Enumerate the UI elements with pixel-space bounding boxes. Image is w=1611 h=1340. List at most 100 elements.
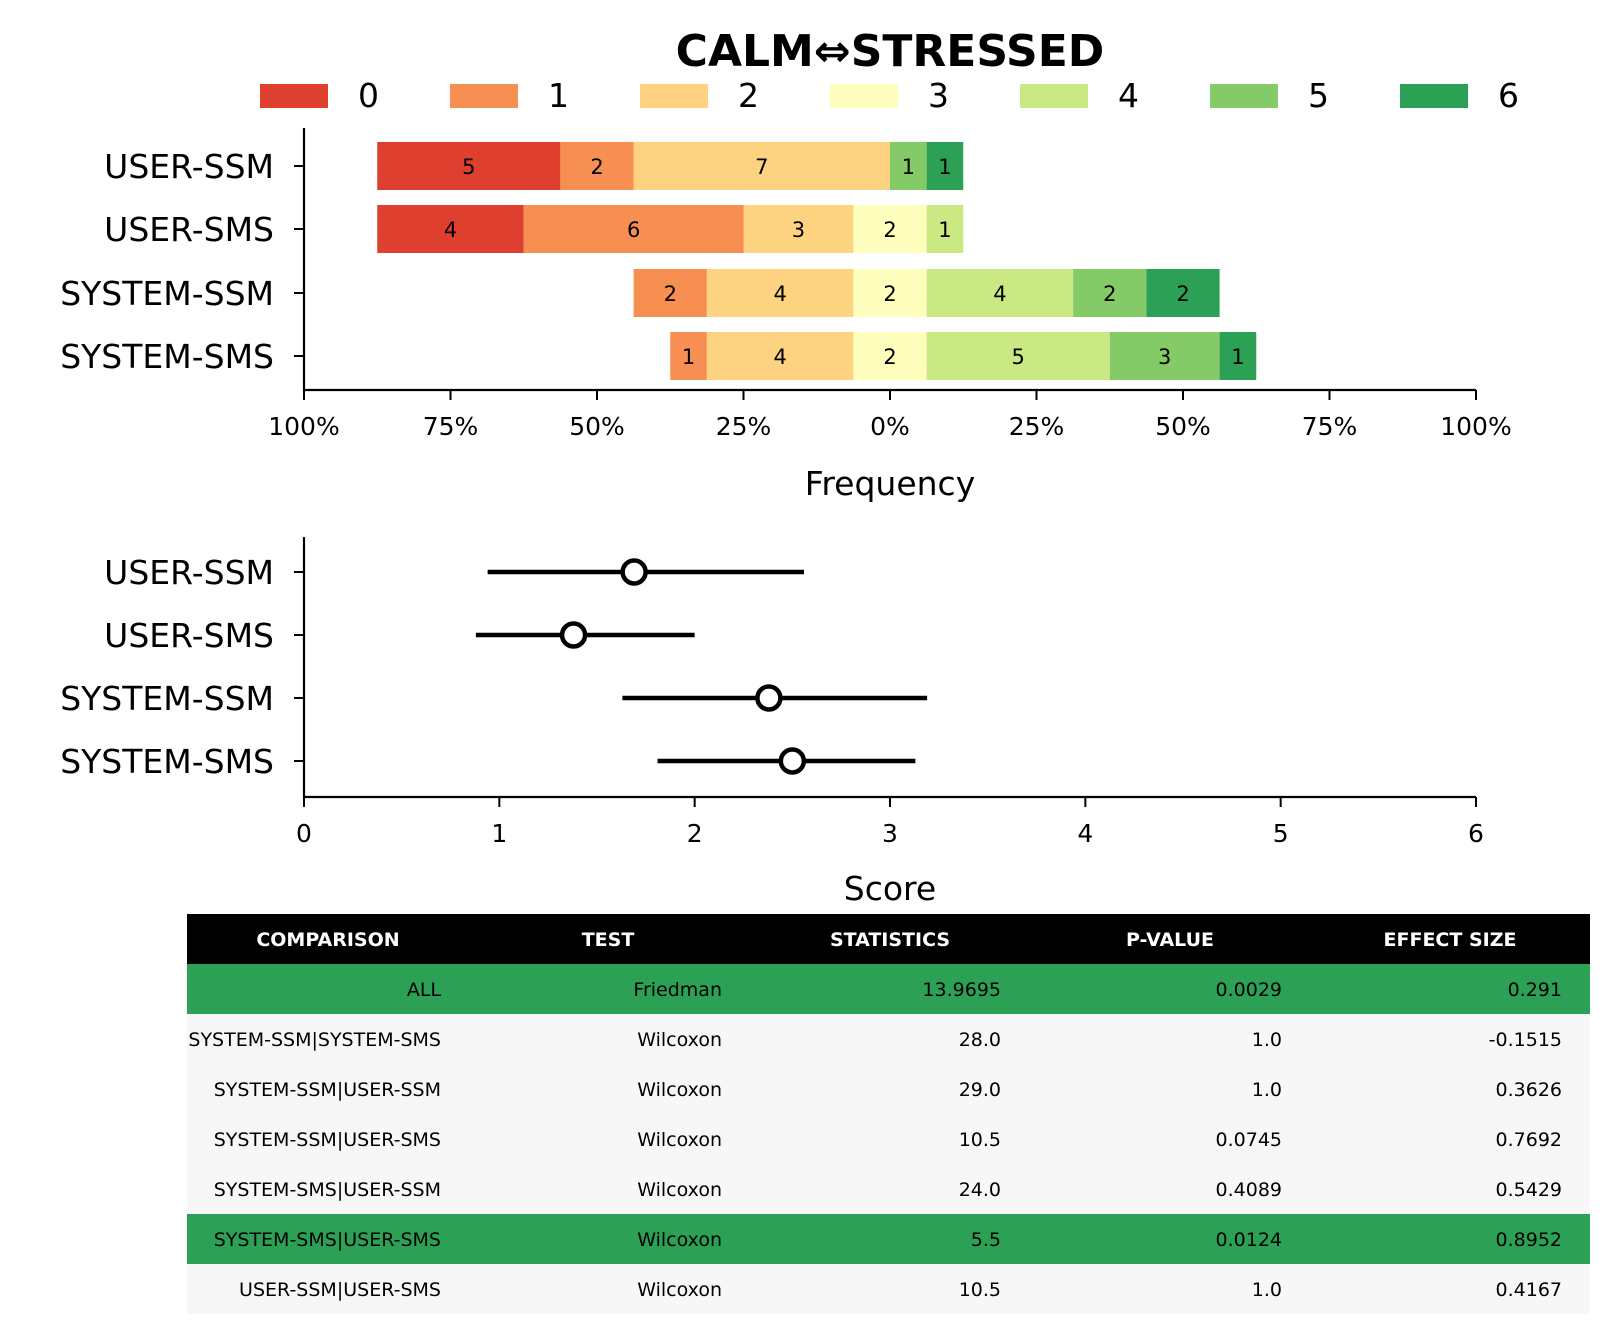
score-x-tick-label: 4 xyxy=(1077,819,1093,848)
likert-x-tick-label: 100% xyxy=(268,412,339,441)
likert-segment-label: 4 xyxy=(993,282,1006,306)
table-cell: 0.5429 xyxy=(1496,1179,1562,1201)
score-mean-point xyxy=(755,684,783,712)
table-cell: SYSTEM-SSM|USER-SMS xyxy=(214,1129,441,1151)
likert-segment-label: 2 xyxy=(590,155,603,179)
score-x-tick-label: 1 xyxy=(491,819,507,848)
table-cell: Wilcoxon xyxy=(637,1179,722,1201)
table-cell: 0.291 xyxy=(1508,979,1562,1001)
legend-swatch-3 xyxy=(830,84,898,108)
stats-table: COMPARISON TEST STATISTICS P-VALUE EFFECT SI… xyxy=(187,914,1590,1314)
likert-bar-segment xyxy=(890,142,927,190)
table-cell: Wilcoxon xyxy=(637,1079,722,1101)
likert-bar-segment xyxy=(377,142,561,190)
table-row xyxy=(187,1164,1590,1214)
likert-category-label: USER-SMS xyxy=(104,210,274,249)
likert-category-label: SYSTEM-SMS xyxy=(60,337,274,376)
legend-label-4: 4 xyxy=(1118,76,1139,115)
table-cell: 24.0 xyxy=(959,1179,1001,1201)
likert-bar-segment xyxy=(926,205,964,253)
table-header-cell: EFFECT SIZE xyxy=(1384,929,1517,951)
score-category-label: SYSTEM-SSM xyxy=(60,679,274,718)
likert-bar-chart: 100% 75% 50% 25% 0% 25% 50% 75% 100%5 2 7 1 1USER-SS… xyxy=(60,128,1512,441)
likert-x-tick-label: 75% xyxy=(1302,412,1358,441)
likert-segment-label: 1 xyxy=(1231,345,1244,369)
likert-x-axis-label: Frequency xyxy=(805,464,975,503)
table-cell: Wilcoxon xyxy=(637,1229,722,1251)
table-header-row xyxy=(187,914,1590,964)
likert-segment-label: 5 xyxy=(462,155,475,179)
table-cell: SYSTEM-SMS|USER-SSM xyxy=(214,1179,441,1201)
likert-segment-label: 5 xyxy=(1012,345,1025,369)
legend-label-1: 1 xyxy=(548,76,569,115)
likert-segment-label: 7 xyxy=(755,155,768,179)
legend-label-5: 5 xyxy=(1308,76,1329,115)
likert-bar-segment xyxy=(926,142,964,190)
score-x-tick-label: 0 xyxy=(296,819,312,848)
table-cell: 10.5 xyxy=(959,1279,1001,1301)
likert-bar-segment xyxy=(633,142,890,190)
score-interval-chart: 0 1 2 3 4 5 6 USER-SSM USER-SMS SYSTEM-SSM SYSTEM-… xyxy=(60,537,1484,848)
likert-bar-segment xyxy=(1219,332,1257,380)
table-cell: SYSTEM-SSM|SYSTEM-SMS xyxy=(188,1029,441,1051)
score-mean-point xyxy=(620,558,648,586)
likert-segment-label: 4 xyxy=(444,218,457,242)
likert-segment-label: 2 xyxy=(664,282,677,306)
likert-x-tick-label: 25% xyxy=(1009,412,1065,441)
likert-bar-segment xyxy=(853,269,927,317)
table-row xyxy=(187,1214,1590,1264)
likert-bar-segment xyxy=(1146,269,1220,317)
likert-bar-segment xyxy=(560,142,634,190)
legend-swatch-4 xyxy=(1020,84,1088,108)
likert-bar-segment xyxy=(706,332,854,380)
table-cell: 1.0 xyxy=(1252,1079,1282,1101)
table-row xyxy=(187,1264,1590,1314)
likert-segment-label: 2 xyxy=(883,345,896,369)
table-cell: 0.0745 xyxy=(1216,1129,1282,1151)
table-row xyxy=(187,1114,1590,1164)
table-header-cell: P-VALUE xyxy=(1126,929,1214,951)
likert-bar-segment xyxy=(853,332,927,380)
likert-x-tick-label: 0% xyxy=(870,412,910,441)
table-cell: 28.0 xyxy=(959,1029,1001,1051)
likert-x-tick-label: 75% xyxy=(423,412,479,441)
likert-segment-label: 1 xyxy=(682,345,695,369)
table-cell: 0.4167 xyxy=(1496,1279,1562,1301)
likert-bar-segment xyxy=(926,332,1110,380)
table-row xyxy=(187,964,1590,1014)
likert-x-tick-label: 50% xyxy=(569,412,625,441)
score-x-tick-label: 5 xyxy=(1273,819,1289,848)
score-mean-point xyxy=(778,747,807,775)
table-cell: 0.8952 xyxy=(1496,1229,1562,1251)
likert-segment-label: 4 xyxy=(773,282,786,306)
legend-swatch-6 xyxy=(1400,84,1468,108)
legend: 0 1 2 3 4 5 6 xyxy=(260,76,1519,115)
likert-category-label: USER-SSM xyxy=(104,147,274,186)
table-cell: USER-SSM|USER-SMS xyxy=(239,1279,441,1301)
likert-x-tick-label: 50% xyxy=(1155,412,1211,441)
legend-label-2: 2 xyxy=(738,76,759,115)
table-cell: SYSTEM-SSM|USER-SSM xyxy=(214,1079,441,1101)
table-cell: 29.0 xyxy=(959,1079,1001,1101)
score-mean-point xyxy=(559,621,588,649)
score-x-tick-label: 6 xyxy=(1468,819,1484,848)
table-cell: Wilcoxon xyxy=(637,1129,722,1151)
table-cell: 1.0 xyxy=(1252,1279,1282,1301)
legend-label-6: 6 xyxy=(1498,76,1519,115)
likert-bar-segment xyxy=(926,269,1074,317)
score-category-label: USER-SSM xyxy=(104,553,274,592)
likert-segment-label: 2 xyxy=(883,218,896,242)
table-cell: 0.3626 xyxy=(1496,1079,1562,1101)
likert-segment-label: 3 xyxy=(792,218,805,242)
likert-bar-segment xyxy=(706,269,854,317)
likert-bar-segment xyxy=(633,269,707,317)
table-cell: ALL xyxy=(407,979,442,1001)
likert-segment-label: 2 xyxy=(1176,282,1189,306)
legend-swatch-0 xyxy=(260,84,328,108)
table-row xyxy=(187,1064,1590,1114)
table-cell: Wilcoxon xyxy=(637,1279,722,1301)
table-cell: Wilcoxon xyxy=(637,1029,722,1051)
legend-label-3: 3 xyxy=(928,76,949,115)
legend-swatch-1 xyxy=(450,84,518,108)
